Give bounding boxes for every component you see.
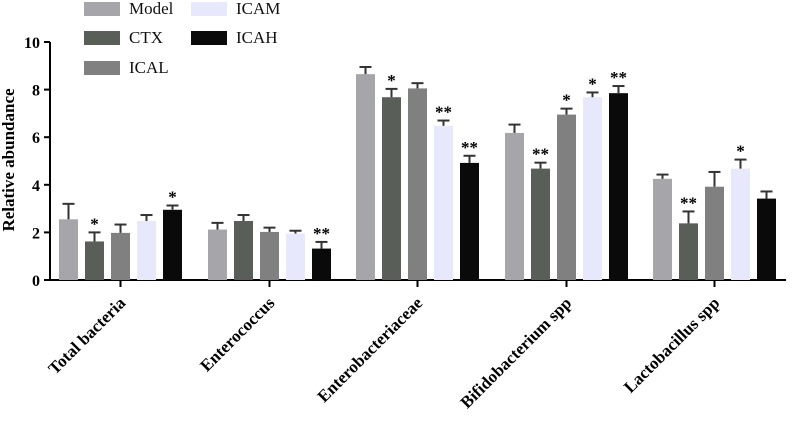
legend-swatch-ctx: [84, 31, 120, 45]
y-tick-label: 6: [32, 130, 40, 147]
bar: [59, 219, 78, 280]
significance-label: **: [610, 68, 627, 87]
y-tick-label: 0: [32, 273, 40, 290]
significance-label: *: [562, 91, 571, 110]
significance-label: **: [532, 145, 549, 164]
significance-label: **: [680, 193, 697, 212]
significance-label: *: [387, 71, 396, 90]
x-tick-label: Enterobacteriaceae: [314, 293, 427, 406]
bar: [609, 93, 628, 280]
bar: [583, 97, 602, 280]
bar: [408, 88, 427, 280]
bar: [382, 97, 401, 280]
bar: [557, 114, 576, 280]
legend-item-ical: ICAL: [84, 58, 169, 77]
significance-label: **: [313, 224, 330, 243]
legend-label-ctx: CTX: [129, 28, 163, 47]
bar: [208, 229, 227, 280]
legend-swatch-icah: [191, 31, 227, 45]
bar: [286, 233, 305, 280]
significance-label: *: [736, 142, 745, 161]
bar: [260, 231, 279, 280]
x-tick-label: Lactobacillus spp: [620, 293, 723, 396]
legend-label-model: Model: [129, 0, 174, 18]
legend: Model CTX ICAL ICAM ICAH: [0, 0, 797, 80]
significance-label: *: [90, 214, 99, 233]
significance-label: **: [435, 103, 452, 122]
y-tick-label: 8: [32, 83, 40, 100]
x-tick-label: Enterococcus: [196, 293, 278, 375]
legend-label-ical: ICAL: [129, 58, 169, 77]
bar: [234, 220, 253, 280]
x-tick-label: Bifidobacterium spp: [457, 293, 576, 412]
significance-label: **: [461, 138, 478, 157]
significance-label: *: [588, 74, 597, 93]
bar: [163, 209, 182, 280]
bar: [679, 223, 698, 280]
bar: [85, 241, 104, 280]
y-tick-label: 4: [32, 178, 40, 195]
bar: [653, 178, 672, 280]
legend-swatch-model: [84, 2, 120, 16]
x-tick-label: Total bacteria: [45, 293, 130, 378]
legend-label-icam: ICAM: [236, 0, 281, 18]
y-tick-label: 10: [24, 35, 40, 52]
bar: [505, 132, 524, 280]
legend-swatch-icam: [191, 2, 227, 16]
legend-item-icam: ICAM: [191, 0, 281, 18]
bar: [434, 125, 453, 280]
legend-label-icah: ICAH: [236, 28, 278, 47]
bar: [460, 162, 479, 280]
bar: [356, 74, 375, 280]
legend-item-model: Model: [84, 0, 174, 18]
significance-label: *: [168, 188, 177, 207]
bar: [137, 220, 156, 280]
bar: [531, 168, 550, 280]
y-tick-label: 2: [32, 225, 40, 242]
bar: [111, 232, 130, 280]
legend-item-icah: ICAH: [191, 28, 278, 47]
bar: [312, 248, 331, 280]
legend-item-ctx: CTX: [84, 28, 163, 47]
bar: [757, 198, 776, 280]
legend-swatch-ical: [84, 61, 120, 75]
bar: [731, 168, 750, 280]
bar: [705, 186, 724, 280]
